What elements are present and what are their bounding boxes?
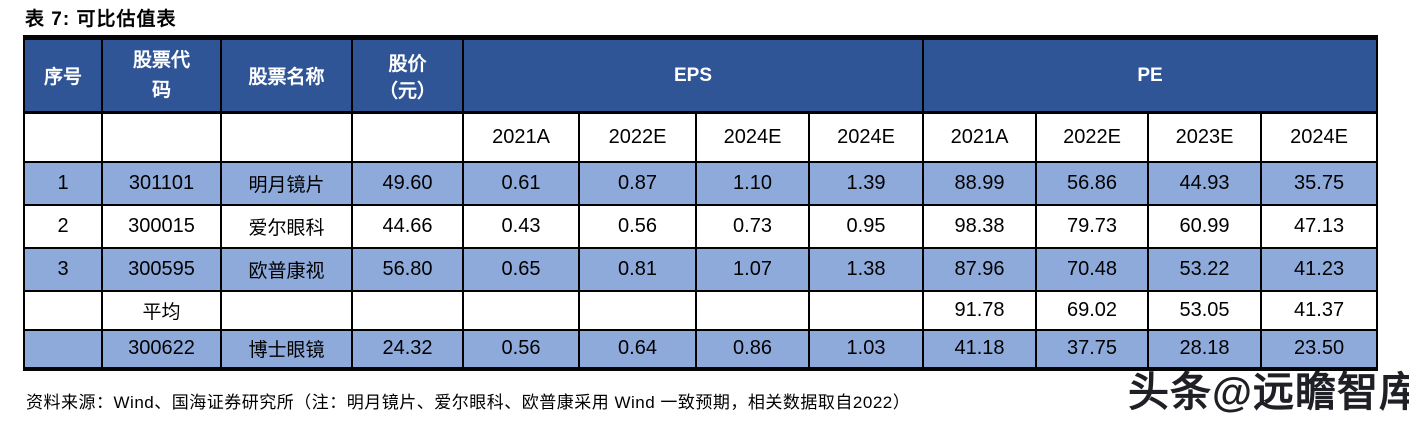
cell-eps: 0.56 — [462, 328, 580, 370]
cell-pe: 98.38 — [922, 203, 1038, 249]
valuation-table: 序号 股票代码 股票名称 股价 （元） EPS PE 2021A 2022E 2… — [23, 35, 1379, 371]
cell-pe: 28.18 — [1147, 328, 1263, 370]
cell-eps — [695, 289, 810, 331]
subheader-row: 2021A 2022E 2024E 2024E 2021A 2022E 2023… — [23, 111, 1379, 163]
cell-eps: 1.10 — [695, 160, 810, 206]
header-no: 序号 — [23, 36, 103, 114]
subheader-empty — [101, 111, 222, 163]
subheader-eps-year: 2024E — [695, 111, 810, 163]
cell-name: 爱尔眼科 — [220, 203, 353, 249]
cell-eps: 0.86 — [695, 328, 810, 370]
header-code: 股票代码 — [101, 36, 222, 114]
cell-price — [351, 289, 464, 331]
cell-eps: 0.73 — [695, 203, 810, 249]
cell-pe: 23.50 — [1260, 328, 1379, 370]
cell-pe: 91.78 — [922, 289, 1038, 331]
header-row: 序号 股票代码 股票名称 股价 （元） EPS PE — [23, 36, 1379, 114]
header-code-label: 股票代码 — [132, 50, 190, 101]
cell-name — [220, 289, 353, 331]
cell-pe: 88.99 — [922, 160, 1038, 206]
header-price: 股价 （元） — [351, 36, 464, 114]
cell-pe: 69.02 — [1035, 289, 1150, 331]
table-row: 3 300595 欧普康视 56.80 0.65 0.81 1.07 1.38 … — [23, 246, 1379, 292]
cell-eps: 0.65 — [462, 246, 580, 292]
header-price-line2: （元） — [378, 80, 436, 102]
subheader-pe-year: 2022E — [1035, 111, 1150, 163]
cell-name: 欧普康视 — [220, 246, 353, 292]
cell-pe: 79.73 — [1035, 203, 1150, 249]
cell-code: 300622 — [101, 328, 222, 370]
cell-pe: 37.75 — [1035, 328, 1150, 370]
cell-pe: 53.22 — [1147, 246, 1263, 292]
cell-name: 博士眼镜 — [220, 328, 353, 370]
cell-pe: 44.93 — [1147, 160, 1263, 206]
cell-eps: 0.95 — [807, 203, 925, 249]
cell-pe: 35.75 — [1260, 160, 1379, 206]
subheader-pe-year: 2024E — [1260, 111, 1379, 163]
table-row: 1 301101 明月镜片 49.60 0.61 0.87 1.10 1.39 … — [23, 160, 1379, 206]
cell-pe: 60.99 — [1147, 203, 1263, 249]
subheader-eps-year: 2024E — [807, 111, 925, 163]
subheader-empty — [351, 111, 464, 163]
cell-price: 24.32 — [351, 328, 464, 370]
cell-no — [23, 328, 103, 370]
cell-eps — [578, 289, 697, 331]
cell-eps: 0.43 — [462, 203, 580, 249]
watermark-text: 头条@远瞻智库 — [1128, 369, 1409, 415]
cell-price: 49.60 — [351, 160, 464, 206]
cell-average-label: 平均 — [101, 289, 222, 331]
cell-price: 56.80 — [351, 246, 464, 292]
table-row: 300622 博士眼镜 24.32 0.56 0.64 0.86 1.03 41… — [23, 328, 1379, 370]
cell-code: 301101 — [101, 160, 222, 206]
cell-pe: 87.96 — [922, 246, 1038, 292]
cell-eps: 1.07 — [695, 246, 810, 292]
subheader-pe-year: 2021A — [922, 111, 1038, 163]
cell-pe: 53.05 — [1147, 289, 1263, 331]
cell-eps: 1.03 — [807, 328, 925, 370]
cell-pe: 47.13 — [1260, 203, 1379, 249]
header-price-line1: 股价 — [388, 53, 427, 75]
table-row-average: 平均 91.78 69.02 53.05 41.37 — [23, 289, 1379, 331]
cell-eps: 1.38 — [807, 246, 925, 292]
cell-code: 300595 — [101, 246, 222, 292]
cell-no: 2 — [23, 203, 103, 249]
cell-no — [23, 289, 103, 331]
header-name: 股票名称 — [220, 36, 353, 114]
cell-eps: 0.64 — [578, 328, 697, 370]
table-title: 表 7: 可比估值表 — [25, 9, 177, 30]
cell-pe: 56.86 — [1035, 160, 1150, 206]
cell-no: 1 — [23, 160, 103, 206]
header-eps-group: EPS — [461, 36, 925, 114]
cell-eps: 0.61 — [462, 160, 580, 206]
cell-no: 3 — [23, 246, 103, 292]
cell-eps: 0.81 — [578, 246, 697, 292]
subheader-eps-year: 2022E — [578, 111, 697, 163]
subheader-empty — [220, 111, 353, 163]
header-pe-group: PE — [922, 36, 1379, 114]
cell-price: 44.66 — [351, 203, 464, 249]
cell-pe: 41.23 — [1260, 246, 1379, 292]
cell-pe: 41.37 — [1260, 289, 1379, 331]
cell-eps — [807, 289, 925, 331]
cell-pe: 41.18 — [922, 328, 1038, 370]
subheader-pe-year: 2023E — [1147, 111, 1263, 163]
cell-name: 明月镜片 — [220, 160, 353, 206]
cell-code: 300015 — [101, 203, 222, 249]
subheader-empty — [23, 111, 103, 163]
table-row: 2 300015 爱尔眼科 44.66 0.43 0.56 0.73 0.95 … — [23, 203, 1379, 249]
cell-pe: 70.48 — [1035, 246, 1150, 292]
source-note: 资料来源：Wind、国海证券研究所（注：明月镜片、爱尔眼科、欧普康采用 Wind… — [26, 393, 911, 412]
subheader-eps-year: 2021A — [462, 111, 580, 163]
cell-eps — [462, 289, 580, 331]
cell-eps: 0.87 — [578, 160, 697, 206]
cell-eps: 1.39 — [807, 160, 925, 206]
cell-eps: 0.56 — [578, 203, 697, 249]
